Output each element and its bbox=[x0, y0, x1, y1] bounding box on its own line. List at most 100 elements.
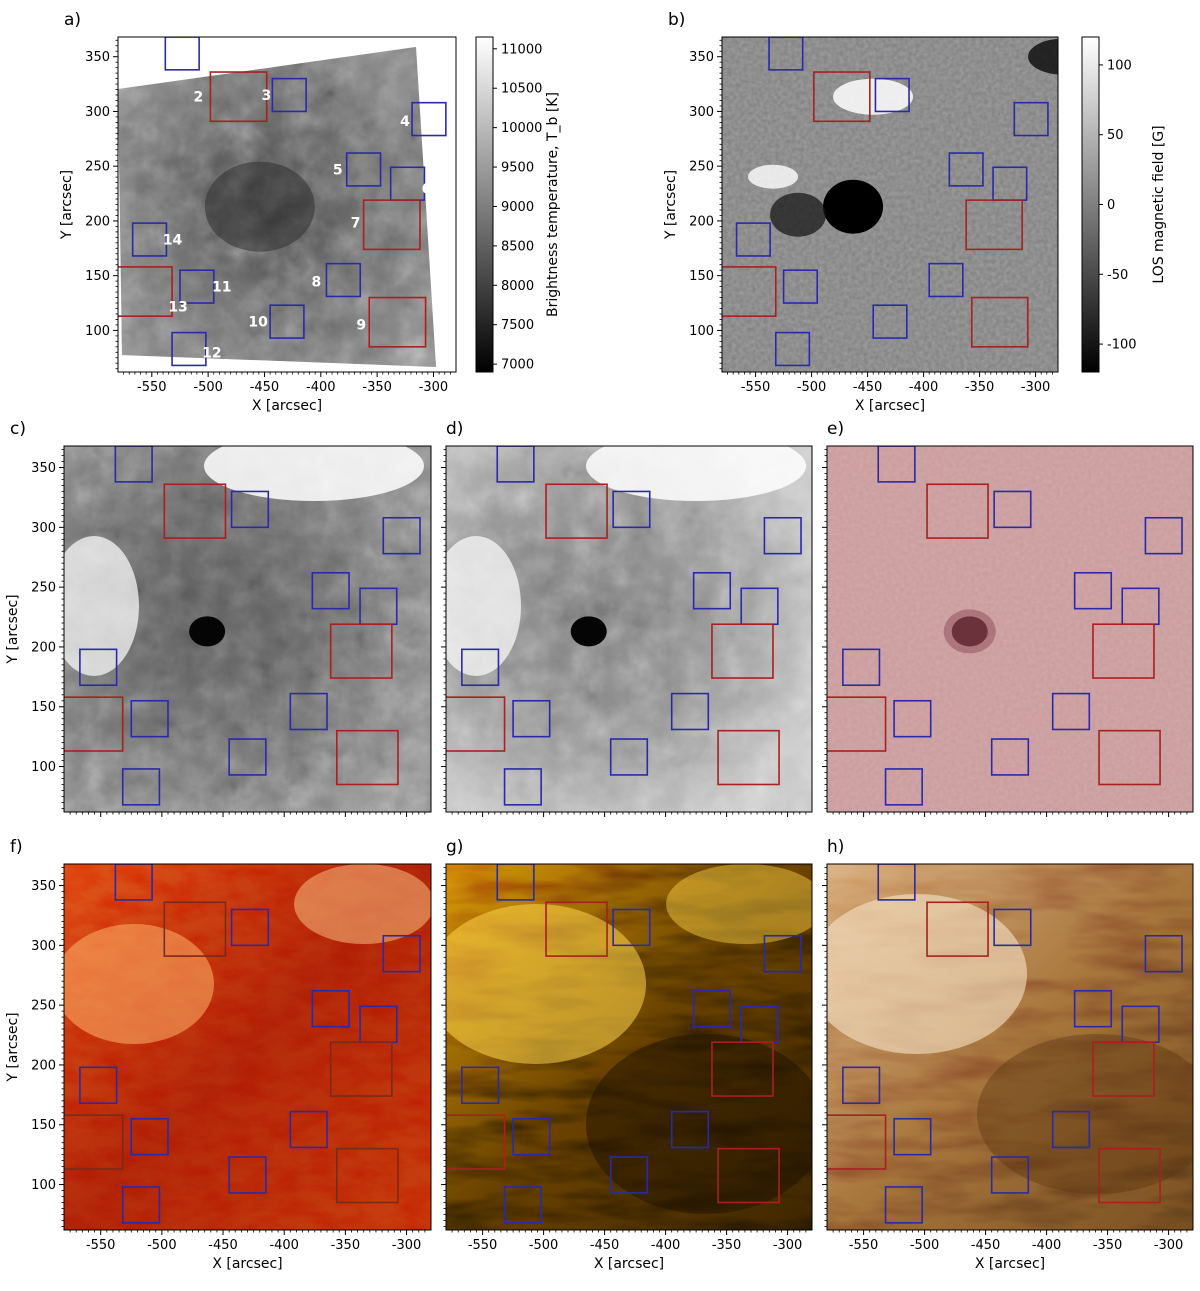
region-box-12 bbox=[121, 1186, 161, 1224]
x-tick-label: -300 bbox=[392, 1238, 422, 1253]
region-box-10 bbox=[990, 738, 1030, 776]
region-box-9 bbox=[970, 296, 1029, 348]
x-tick-label: -550 bbox=[741, 380, 771, 395]
x-axis-label: X [arcsec] bbox=[975, 1256, 1045, 1272]
colorbar-tick-label: 7000 bbox=[501, 358, 534, 373]
x-axis-label: X [arcsec] bbox=[252, 398, 322, 414]
region-box-11 bbox=[130, 1117, 169, 1156]
x-tick-label: -500 bbox=[797, 380, 827, 395]
box-number-label: 3 bbox=[261, 88, 271, 104]
region-box-1 bbox=[768, 37, 804, 71]
box-number-label: 8 bbox=[312, 275, 322, 291]
box-number-label: 6 bbox=[422, 182, 432, 198]
region-box-8 bbox=[670, 1110, 710, 1149]
region-box-9 bbox=[717, 729, 780, 786]
region-box-14 bbox=[79, 1066, 118, 1105]
box-number-label: 11 bbox=[212, 280, 231, 296]
y-tick-label: 250 bbox=[689, 160, 714, 175]
x-tick-label: -550 bbox=[86, 1238, 116, 1253]
region-box-11 bbox=[893, 1117, 932, 1156]
region-box-12 bbox=[171, 331, 207, 367]
panel-g-image bbox=[446, 864, 812, 1230]
x-tick-label: -350 bbox=[1093, 1238, 1123, 1253]
region-box-13 bbox=[446, 696, 506, 752]
y-axis-label: Y [arcsec] bbox=[663, 170, 679, 240]
y-axis-label: Y [arcsec] bbox=[5, 1012, 21, 1082]
region-box-9 bbox=[717, 1147, 780, 1204]
region-box-4 bbox=[1144, 516, 1183, 555]
y-tick-label: 150 bbox=[31, 700, 56, 715]
region-box-8 bbox=[289, 1110, 328, 1149]
region-box-11 bbox=[130, 699, 169, 738]
region-box-1 bbox=[496, 864, 535, 901]
region-box-4 bbox=[1013, 101, 1049, 137]
y-tick-label: 150 bbox=[85, 269, 110, 284]
region-box-5 bbox=[311, 571, 350, 610]
x-tick-label: -500 bbox=[910, 1238, 940, 1253]
region-box-2 bbox=[209, 71, 268, 123]
region-box-7 bbox=[362, 199, 421, 251]
x-axis-label: X [arcsec] bbox=[855, 398, 925, 414]
x-tick-label: -450 bbox=[590, 1238, 620, 1253]
region-box-13 bbox=[64, 696, 124, 752]
region-box-13 bbox=[446, 1114, 506, 1170]
box-number-label: 5 bbox=[333, 162, 343, 178]
region-box-3 bbox=[874, 77, 910, 113]
panel-label-e: e) bbox=[827, 419, 844, 439]
region-box-4 bbox=[763, 516, 802, 555]
panel-label-c: c) bbox=[10, 419, 26, 439]
region-box-8 bbox=[1051, 1110, 1091, 1149]
box-number-label: 7 bbox=[351, 215, 361, 231]
x-tick-label: -300 bbox=[773, 1238, 803, 1253]
region-box-4 bbox=[411, 101, 447, 137]
panel-b-image bbox=[722, 37, 1058, 372]
y-tick-label: 200 bbox=[31, 640, 56, 655]
panel-b: -550 -500 -450 -400 -350 -3001001502002503003… bbox=[663, 10, 1167, 414]
region-box-11 bbox=[512, 1117, 551, 1156]
region-box-8 bbox=[1051, 692, 1091, 731]
region-box-9 bbox=[336, 1147, 399, 1204]
x-tick-label: -450 bbox=[971, 1238, 1001, 1253]
box-number-label: 13 bbox=[168, 299, 187, 315]
x-tick-label: -400 bbox=[909, 380, 939, 395]
box-number-label: 1 bbox=[147, 46, 157, 62]
region-box-2 bbox=[545, 483, 608, 539]
x-tick-label: -450 bbox=[853, 380, 883, 395]
panel-f: -550 -500 -450 -400 -350 -300 100 150 200 250 300 3… bbox=[5, 837, 432, 1272]
region-box-8 bbox=[928, 262, 964, 298]
region-box-5 bbox=[692, 571, 732, 610]
x-tick-label: -550 bbox=[849, 1238, 879, 1253]
region-box-13 bbox=[118, 266, 173, 317]
x-tick-label: -300 bbox=[419, 380, 449, 395]
region-box-10 bbox=[269, 304, 305, 339]
panel-g: -550 -500 -450 -400 -350 -300 X [arcsec] g) bbox=[441, 837, 813, 1272]
colorbar-b: -100 -50 0 50 100 LOS magnetic field [G] bbox=[1081, 36, 1167, 373]
colorbar-tick-label: -50 bbox=[1107, 268, 1128, 283]
panel-label-a: a) bbox=[64, 10, 81, 30]
box-number-label: 12 bbox=[202, 345, 221, 361]
region-box-1 bbox=[114, 864, 153, 901]
region-box-10 bbox=[228, 738, 267, 776]
region-box-2 bbox=[545, 901, 608, 957]
region-box-10 bbox=[228, 1156, 267, 1194]
region-box-5 bbox=[1073, 989, 1113, 1028]
region-box-8 bbox=[670, 692, 710, 731]
colorbar-tick-label: 50 bbox=[1107, 128, 1124, 143]
x-tick-label: -450 bbox=[208, 1238, 238, 1253]
region-box-7 bbox=[711, 623, 774, 679]
x-tick-label: -300 bbox=[1154, 1238, 1184, 1253]
x-tick-label: -300 bbox=[1021, 380, 1051, 395]
panel-label-f: f) bbox=[10, 837, 23, 857]
region-box-7 bbox=[329, 1041, 393, 1097]
panel-label-d: d) bbox=[446, 419, 463, 439]
region-box-9 bbox=[1098, 729, 1161, 786]
x-tick-label: -500 bbox=[193, 380, 223, 395]
region-box-14 bbox=[461, 648, 500, 687]
region-box-12 bbox=[503, 1186, 542, 1224]
region-box-11 bbox=[782, 269, 818, 304]
region-box-13 bbox=[722, 266, 777, 317]
colorbar-tick-label: 9500 bbox=[501, 161, 534, 176]
panel-d-image bbox=[446, 446, 812, 812]
colorbar-tick-label: 9000 bbox=[501, 200, 534, 215]
panel-h-image bbox=[827, 864, 1193, 1230]
